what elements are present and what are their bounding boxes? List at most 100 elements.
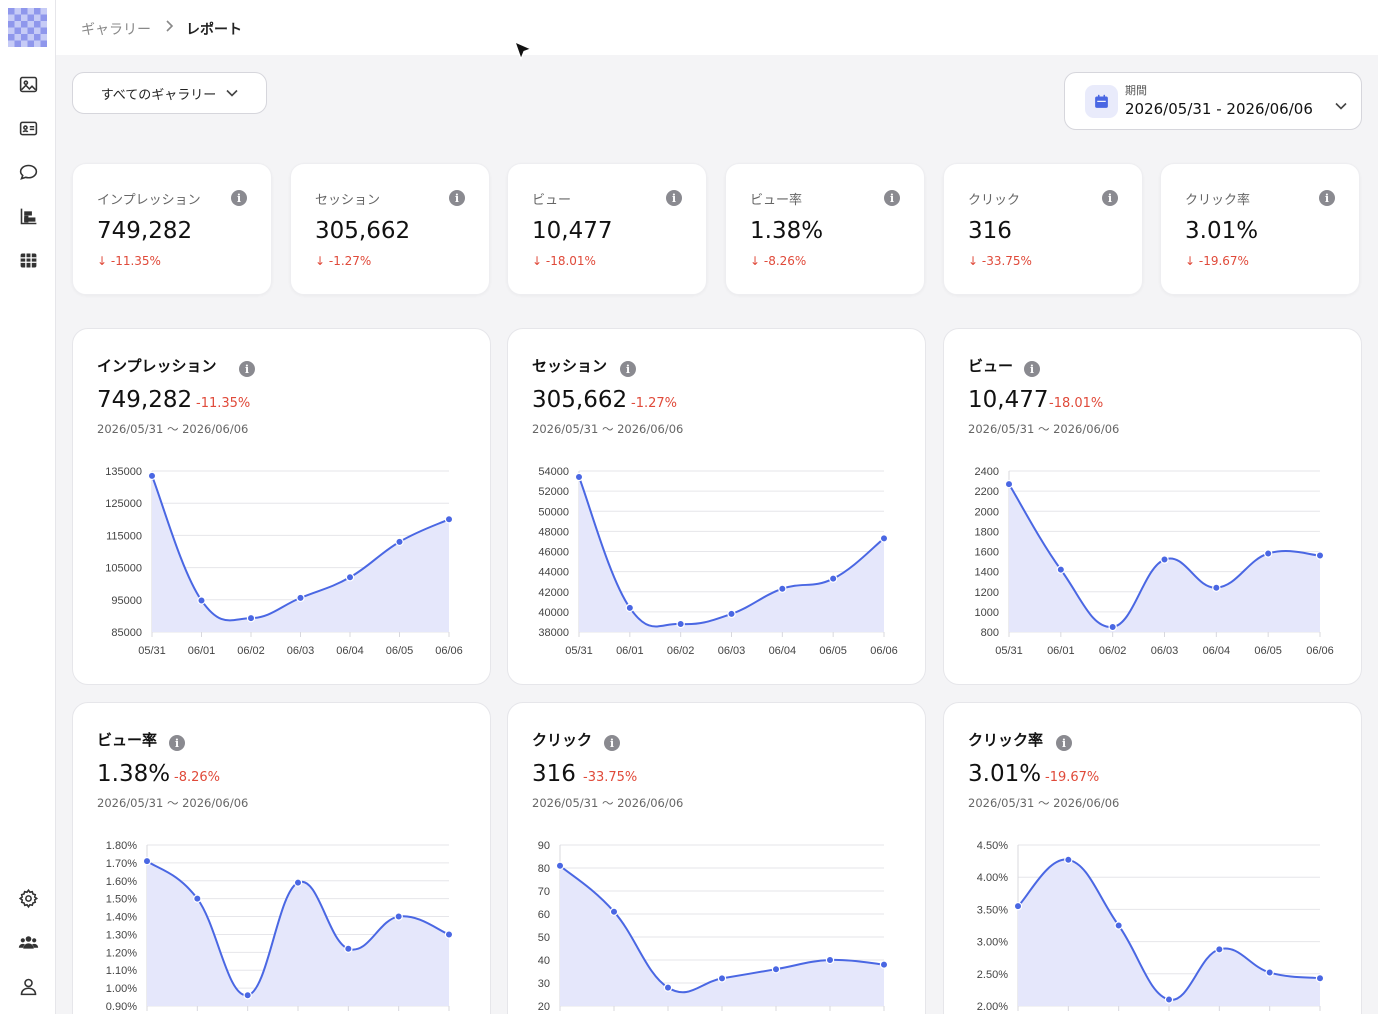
image-icon[interactable] xyxy=(16,72,40,96)
x-tick-label: 06/06 xyxy=(1306,645,1334,657)
chart-title: ビュー率 xyxy=(97,731,158,749)
data-point[interactable] xyxy=(243,991,252,1000)
y-tick-label: 30 xyxy=(538,978,550,990)
chat-icon[interactable] xyxy=(16,160,40,184)
data-point[interactable] xyxy=(1263,549,1273,558)
id-card-icon[interactable] xyxy=(16,116,40,140)
gear-icon[interactable] xyxy=(16,886,40,910)
breadcrumb-gallery[interactable]: ギャラリー xyxy=(81,22,151,38)
y-tick-label: 42000 xyxy=(538,587,569,599)
x-tick-label: 06/02 xyxy=(667,645,695,657)
data-point[interactable] xyxy=(676,619,685,629)
y-tick-label: 1000 xyxy=(975,607,999,619)
data-point[interactable] xyxy=(555,861,565,870)
data-point[interactable] xyxy=(1160,555,1169,564)
info-icon[interactable]: i xyxy=(239,361,255,377)
chart-date-range: 2026/05/31 〜 2026/06/06 xyxy=(968,422,1120,436)
data-point[interactable] xyxy=(1164,995,1174,1004)
y-tick-label: 1600 xyxy=(975,547,999,559)
info-icon[interactable]: i xyxy=(231,190,247,206)
data-point[interactable] xyxy=(444,515,454,524)
data-point[interactable] xyxy=(345,573,355,582)
info-icon[interactable]: i xyxy=(604,735,620,751)
data-point[interactable] xyxy=(1108,622,1117,632)
data-point[interactable] xyxy=(246,613,256,623)
data-point[interactable] xyxy=(1056,565,1066,574)
x-tick-label: 06/05 xyxy=(819,645,847,657)
info-icon[interactable]: i xyxy=(1024,361,1040,377)
data-point[interactable] xyxy=(771,964,781,974)
bar-chart-icon[interactable] xyxy=(16,204,40,228)
data-point[interactable] xyxy=(142,856,152,866)
data-point[interactable] xyxy=(193,894,202,903)
data-point[interactable] xyxy=(1315,551,1325,560)
line-chart: 2400 2200 2000 1800 1600 1400 1200 1000 800 05/31… xyxy=(975,466,1334,657)
sidebar xyxy=(0,0,56,1014)
y-tick-label: 40000 xyxy=(538,607,569,619)
logo[interactable] xyxy=(8,8,47,47)
chart-date-range: 2026/05/31 〜 2026/06/06 xyxy=(968,796,1120,810)
info-icon[interactable]: i xyxy=(884,190,900,206)
data-point[interactable] xyxy=(344,944,353,953)
data-point[interactable] xyxy=(879,960,889,969)
y-tick-label: 0.90% xyxy=(106,1001,137,1013)
data-point[interactable] xyxy=(293,878,303,887)
info-icon[interactable]: i xyxy=(1102,190,1118,206)
chart-value: 305,662 xyxy=(532,387,628,413)
data-point[interactable] xyxy=(625,603,635,613)
data-point[interactable] xyxy=(1013,901,1023,911)
data-point[interactable] xyxy=(717,974,727,983)
series-area xyxy=(560,865,884,1006)
line-chart: 135000 125000 115000 105000 95000 85000 05/31 0… xyxy=(105,466,462,657)
data-point[interactable] xyxy=(1212,583,1221,592)
data-point[interactable] xyxy=(1064,855,1073,865)
data-point[interactable] xyxy=(1215,945,1224,954)
data-point[interactable] xyxy=(663,983,673,992)
data-point[interactable] xyxy=(147,471,157,481)
x-tick-label: 06/04 xyxy=(336,645,364,657)
data-point[interactable] xyxy=(1315,974,1325,983)
data-point[interactable] xyxy=(825,955,835,965)
data-point[interactable] xyxy=(395,537,404,547)
data-point[interactable] xyxy=(778,584,787,593)
top-bar: ギャラリー レポート xyxy=(56,0,1378,55)
stat-value: 3.01% xyxy=(1185,218,1259,244)
data-point[interactable] xyxy=(197,596,206,605)
gallery-select[interactable]: すべてのギャラリー xyxy=(72,72,267,114)
y-tick-label: 1.80% xyxy=(106,840,137,852)
user-icon[interactable] xyxy=(16,974,40,998)
data-point[interactable] xyxy=(1004,479,1014,489)
chart-value: 316 xyxy=(532,761,576,787)
chart-change: -11.35% xyxy=(196,396,251,411)
stat-value: 1.38% xyxy=(750,218,824,244)
x-tick-label: 06/05 xyxy=(386,645,414,657)
series-area xyxy=(152,475,449,632)
info-icon[interactable]: i xyxy=(1319,190,1335,206)
data-point[interactable] xyxy=(296,593,305,603)
data-point[interactable] xyxy=(727,609,736,619)
stat-card: ビュー i 10,477 ↓ -18.01% xyxy=(507,163,707,295)
y-tick-label: 70 xyxy=(538,886,550,898)
data-point[interactable] xyxy=(1114,921,1123,930)
y-tick-label: 1.60% xyxy=(106,876,137,888)
chart-date-range: 2026/05/31 〜 2026/06/06 xyxy=(97,422,249,436)
y-tick-label: 85000 xyxy=(111,627,142,639)
info-icon[interactable]: i xyxy=(620,361,636,377)
table-icon[interactable] xyxy=(16,248,40,272)
data-point[interactable] xyxy=(879,534,889,543)
data-point[interactable] xyxy=(609,907,619,916)
info-icon[interactable]: i xyxy=(169,735,185,751)
users-icon[interactable] xyxy=(16,930,40,954)
data-point[interactable] xyxy=(1265,968,1274,977)
data-point[interactable] xyxy=(574,472,584,482)
info-icon[interactable]: i xyxy=(1056,735,1072,751)
chart-title: インプレッション xyxy=(97,357,217,375)
info-icon[interactable]: i xyxy=(666,190,682,206)
data-point[interactable] xyxy=(444,930,454,939)
data-point[interactable] xyxy=(394,912,403,921)
data-point[interactable] xyxy=(828,574,838,583)
period-picker[interactable]: 期間 2026/05/31 - 2026/06/06 xyxy=(1064,72,1362,130)
info-icon[interactable]: i xyxy=(449,190,465,206)
x-tick-label: 05/31 xyxy=(995,645,1023,657)
y-tick-label: 20 xyxy=(538,1001,550,1013)
